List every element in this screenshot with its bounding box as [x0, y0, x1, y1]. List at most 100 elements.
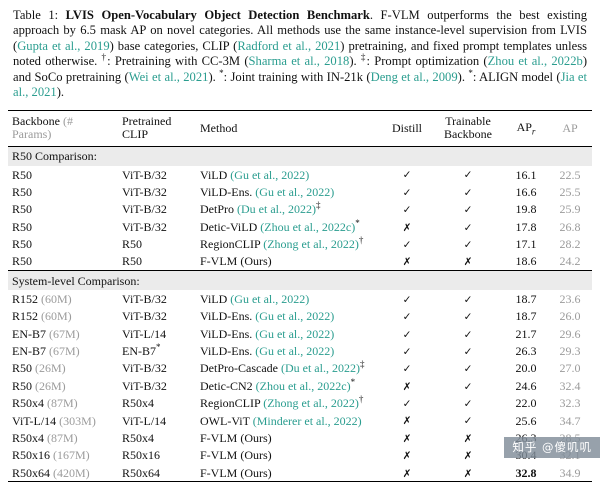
checkmark-icon: ✓ [463, 398, 473, 411]
ap-rare-value: 19.8 [515, 202, 537, 217]
backbone-cell: EN-B7 (67M) [12, 326, 80, 341]
distill-cell: ✓ [382, 308, 432, 325]
pretrained-clip-cell: R50x4 [122, 396, 155, 411]
backbone-cell: R152 (60M) [12, 291, 72, 306]
checkmark-icon: ✓ [463, 415, 473, 428]
col-header-method: Method [196, 110, 382, 147]
pretrained-clip-cell: ViT-B/32 [122, 202, 167, 217]
benchmark-table: Backbone (# Params) Pretrained CLIP Meth… [8, 109, 592, 482]
table-row: R50x4 (87M) R50x4 RegionCLIP (Zhong et al.… [8, 395, 592, 412]
trainable-backbone-cell: ✗ [432, 253, 504, 271]
checkmark-icon: ✓ [402, 186, 412, 199]
table-body: R50 Comparison: R50 ViT-B/32 ViLD (Gu et al… [8, 146, 592, 482]
backbone-cell: R50 [12, 184, 33, 199]
cross-icon: ✗ [402, 221, 412, 234]
backbone-params: (303M) [59, 413, 96, 428]
method-mark: ‡ [315, 200, 321, 211]
ap-rare-value: 17.8 [515, 219, 537, 234]
table-row: R152 (60M) ViT-B/32 ViLD-Ens. (Gu et al., … [8, 308, 592, 325]
cross-icon: ✗ [402, 450, 412, 463]
ap-rare-value: 24.6 [515, 378, 537, 393]
ap-value: 26.0 [559, 309, 581, 324]
checkmark-icon: ✓ [463, 328, 473, 341]
method-cell: ViLD-Ens. (Gu et al., 2022) [200, 344, 335, 359]
caption-segment-normal: ). [56, 85, 65, 100]
method-citation: (Gu et al., 2022) [230, 167, 310, 182]
pretrained-clip-cell: ViT-B/32 [122, 291, 167, 306]
backbone-params: (67M) [49, 326, 80, 341]
backbone-params: (420M) [53, 465, 90, 480]
checkmark-icon: ✓ [463, 204, 473, 217]
checkmark-icon: ✓ [402, 311, 412, 324]
ap-rare-value: 22.0 [515, 396, 537, 411]
distill-cell: ✗ [382, 412, 432, 429]
table-caption: Table 1: LVIS Open-Vocabulary Object Det… [0, 0, 600, 108]
distill-cell: ✓ [382, 395, 432, 412]
col-header-ap-rare: APr [504, 110, 548, 147]
checkmark-icon: ✓ [463, 221, 473, 234]
table-row: EN-B7 (67M) ViT-L/14 ViLD-Ens. (Gu et al.,… [8, 325, 592, 342]
caption-segment-cite: Zhou et al., 2022b [487, 54, 583, 69]
distill-cell: ✓ [382, 201, 432, 218]
col-header-ap: AP [548, 110, 592, 147]
caption-segment-normal: : ALIGN model ( [472, 69, 561, 84]
pretrained-clip-cell: R50x16 [122, 448, 161, 463]
ap-rare-value: 18.7 [515, 291, 537, 306]
trainable-backbone-cell: ✓ [432, 360, 504, 377]
method-citation: (Du et al., 2022) [237, 202, 316, 217]
method-cell: Detic-ViLD (Zhou et al., 2022c)* [200, 218, 360, 234]
pretrained-clip-cell: ViT-B/32 [122, 219, 167, 234]
caption-segment-sup: † [101, 52, 108, 63]
table-row: R50 R50 F-VLM (Ours) ✗ ✗ 18.6 24.2 [8, 253, 592, 271]
ap-value: 23.6 [559, 291, 581, 306]
backbone-cell: R50 (26M) [12, 378, 66, 393]
caption-segment-cite: Wei et al., 2021 [128, 69, 209, 84]
cross-icon: ✗ [463, 450, 473, 463]
method-citation: (Du et al., 2022) [280, 361, 360, 376]
method-cell: RegionCLIP (Zhong et al., 2022)† [200, 235, 364, 252]
method-mark: † [358, 235, 364, 246]
caption-segment-normal: Table 1: [13, 8, 66, 22]
method-mark: ‡ [359, 359, 365, 370]
caption-segment-cite: Gupta et al., 2019 [17, 38, 110, 53]
caption-segment-sup: * [468, 67, 473, 78]
method-citation: (Zhou et al., 2022c) [255, 378, 351, 393]
pretrained-clip-cell: ViT-L/14 [122, 326, 167, 341]
backbone-cell: R50 [12, 167, 33, 182]
ap-rare-value: 21.7 [515, 326, 537, 341]
col-header-distill: Distill [382, 110, 432, 147]
pretrained-clip-cell: R50 [122, 254, 143, 269]
table-row: R152 (60M) ViT-B/32 ViLD (Gu et al., 2022)… [8, 290, 592, 307]
method-cell: ViLD-Ens. (Gu et al., 2022) [200, 309, 335, 324]
backbone-cell: R50 [12, 202, 33, 217]
checkmark-icon: ✓ [402, 345, 412, 358]
pretrained-clip-cell: EN-B7* [122, 342, 161, 359]
ap-value: 29.3 [559, 344, 581, 359]
ap-rare-value: 25.6 [515, 413, 537, 428]
method-cell: F-VLM (Ours) [200, 448, 272, 463]
table-row: R50 ViT-B/32 DetPro (Du et al., 2022)‡ ✓ ✓ 19… [8, 201, 592, 218]
caption-segment-cite: Radford et al., 2021 [237, 38, 341, 53]
ap-rare-value: 18.6 [515, 254, 537, 269]
backbone-params: (87M) [47, 430, 78, 445]
checkmark-icon: ✓ [402, 293, 412, 306]
ap-value: 25.5 [559, 184, 581, 199]
pretrained-clip-cell: R50x4 [122, 430, 155, 445]
table-row: ViT-L/14 (303M) ViT-L/14 OWL-ViT (Minderer… [8, 412, 592, 429]
checkmark-icon: ✓ [402, 169, 412, 182]
ap-value: 25.9 [559, 202, 581, 217]
caption-segment-sup: * [219, 67, 224, 78]
table-row: R50 ViT-B/32 Detic-ViLD (Zhou et al., 2022… [8, 218, 592, 235]
method-citation: (Gu et al., 2022) [255, 326, 335, 341]
method-citation: (Zhou et al., 2022c) [260, 219, 356, 234]
trainable-backbone-cell: ✗ [432, 447, 504, 464]
pretrained-clip-cell: ViT-B/32 [122, 184, 167, 199]
trainable-backbone-cell: ✗ [432, 464, 504, 482]
col-header-backbone-params: (# Params) [12, 113, 73, 142]
cross-icon: ✗ [402, 432, 412, 445]
method-mark: * [355, 218, 360, 228]
cross-icon: ✗ [402, 415, 412, 428]
ap-rare-value: 32.8 [515, 465, 537, 480]
method-cell: F-VLM (Ours) [200, 254, 272, 269]
method-cell: ViLD (Gu et al., 2022) [200, 167, 310, 182]
